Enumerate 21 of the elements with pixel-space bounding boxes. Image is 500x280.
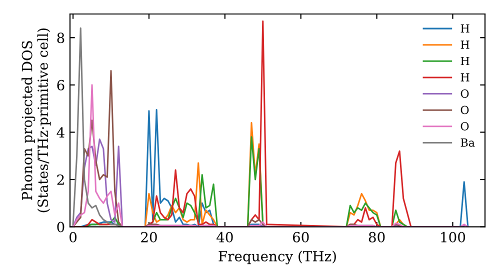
y-tick-label: 2 — [57, 174, 64, 185]
x-tick-label: 0 — [70, 232, 77, 242]
y-axis-title: Phonon projected DOS (States/THz·primitive cell) — [22, 28, 51, 212]
y-tick-label: 4 — [56, 127, 64, 138]
legend-label: H — [460, 73, 470, 82]
x-tick-label: 80 — [368, 232, 385, 242]
x-axis-title: Frequency (THz) — [218, 250, 336, 264]
x-tick-label: 40 — [216, 232, 233, 242]
legend-label: H — [460, 40, 470, 49]
x-tick-label: 20 — [141, 232, 157, 242]
x-tick-label: 100 — [441, 232, 466, 242]
y-tick-label: 0 — [57, 222, 64, 232]
legend-label: H — [460, 24, 470, 32]
legend-label: O — [460, 122, 469, 130]
x-tick-label: 60 — [292, 232, 309, 242]
legend-label: O — [460, 89, 469, 98]
legend-label: H — [460, 56, 470, 66]
legend-label: O — [460, 106, 469, 114]
y-tick-label: 8 — [57, 32, 64, 44]
legend-label: Ba — [460, 138, 475, 147]
y-tick-label: 6 — [57, 80, 64, 90]
